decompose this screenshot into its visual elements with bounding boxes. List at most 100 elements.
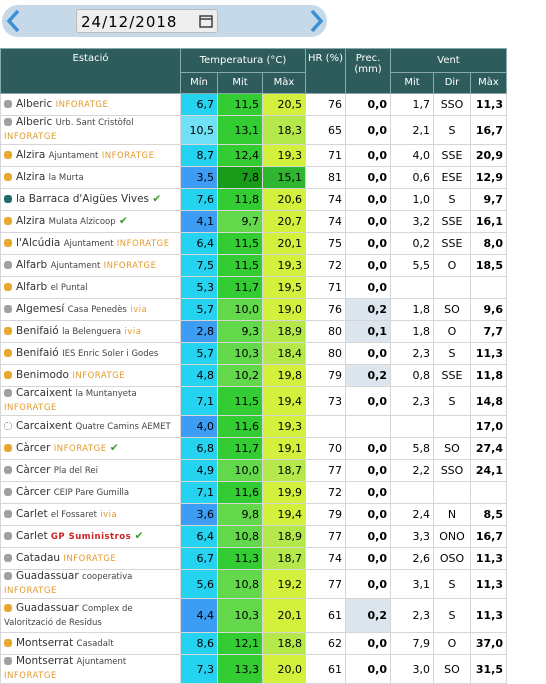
next-button[interactable] bbox=[306, 8, 326, 34]
value-cell: 4,0 bbox=[180, 415, 218, 438]
station-name: Carcaixent bbox=[16, 387, 73, 400]
station-place: Quatre Camins AEMET bbox=[75, 421, 171, 432]
value-cell: 0,0 bbox=[345, 459, 391, 482]
value-cell: 18,5 bbox=[470, 254, 507, 277]
value-cell: 77 bbox=[305, 569, 346, 599]
value-cell: 73 bbox=[305, 386, 346, 416]
value-cell: 6,8 bbox=[180, 437, 218, 460]
station-name: Carlet bbox=[16, 529, 48, 542]
value-cell: 19,3 bbox=[262, 144, 306, 167]
value-cell: S bbox=[433, 188, 471, 211]
status-dot bbox=[4, 238, 12, 247]
status-dot bbox=[4, 509, 12, 518]
value-cell: 19,4 bbox=[262, 503, 306, 526]
value-cell: S bbox=[433, 115, 471, 145]
value-cell: 77 bbox=[305, 459, 346, 482]
status-dot bbox=[4, 531, 12, 540]
value-cell: 19,5 bbox=[262, 276, 306, 299]
value-cell: 0,0 bbox=[345, 654, 391, 684]
station-source: INFORATGE bbox=[103, 260, 157, 271]
station-place: Pla del Rei bbox=[53, 465, 98, 476]
value-cell: 19,8 bbox=[262, 364, 306, 387]
value-cell: 4,1 bbox=[180, 210, 218, 233]
station-place: el Puntal bbox=[50, 282, 88, 293]
value-cell bbox=[470, 276, 507, 299]
value-cell: 9,7 bbox=[217, 210, 263, 233]
value-cell: 3,0 bbox=[390, 654, 434, 684]
value-cell: 0,0 bbox=[345, 254, 391, 277]
value-cell: 18,7 bbox=[262, 547, 306, 570]
station-name: Montserrat bbox=[16, 636, 74, 649]
value-cell: 11,7 bbox=[217, 437, 263, 460]
value-cell: 7,1 bbox=[180, 386, 218, 416]
station-place: el Fossaret bbox=[50, 509, 97, 520]
value-cell: 8,5 bbox=[470, 503, 507, 526]
value-cell: 5,7 bbox=[180, 298, 218, 321]
station-cell: Guadassuar Complex de Valorització de Re… bbox=[0, 598, 181, 633]
value-cell: 2,3 bbox=[390, 598, 434, 633]
station-source: GP Suministros bbox=[50, 531, 132, 542]
value-cell: SO bbox=[433, 437, 471, 460]
value-cell: 18,4 bbox=[262, 342, 306, 365]
header-cell: Mit bbox=[390, 71, 434, 95]
value-cell: 65 bbox=[305, 115, 346, 145]
value-cell: S bbox=[433, 598, 471, 633]
header-cell: Vent bbox=[390, 48, 507, 73]
station-name: Catadau bbox=[16, 551, 61, 564]
page: 24/12/2018 Estació Temperatura (°C) HR (%)… bbox=[0, 5, 507, 684]
station-row: Alzira Ajuntament INFORATGE 8,7 12,4 19,3 71… bbox=[0, 144, 507, 167]
value-cell: 79 bbox=[305, 364, 346, 387]
value-cell: 0,2 bbox=[345, 364, 391, 387]
value-cell: 5,7 bbox=[180, 342, 218, 365]
station-place: CEIP Pare Gumilla bbox=[53, 487, 130, 498]
value-cell: 10,0 bbox=[217, 459, 263, 482]
station-name: Guadassuar bbox=[16, 570, 79, 583]
station-place: la Murta bbox=[48, 172, 84, 183]
header-cell: Mín bbox=[180, 71, 218, 95]
value-cell: 18,3 bbox=[262, 115, 306, 145]
value-cell: O bbox=[433, 632, 471, 655]
value-cell: 0,6 bbox=[390, 166, 434, 189]
value-cell: 5,6 bbox=[180, 569, 218, 599]
station-row: l'Alcúdia Ajuntament INFORATGE 6,4 11,5 20,… bbox=[0, 232, 507, 255]
value-cell: 11,7 bbox=[217, 276, 263, 299]
value-cell: 0,0 bbox=[345, 93, 391, 116]
value-cell: 9,6 bbox=[470, 298, 507, 321]
station-cell: Càrcer CEIP Pare Gumilla bbox=[0, 481, 181, 504]
calendar-icon[interactable] bbox=[199, 14, 213, 28]
station-name: la Barraca d'Aigües Vives bbox=[16, 193, 150, 205]
station-source: INFORATGE bbox=[4, 671, 57, 681]
station-cell: Alzira Mulata Alzicoop ✔ bbox=[0, 210, 181, 233]
station-name: Carcaixent bbox=[16, 419, 73, 432]
value-cell: SSE bbox=[433, 364, 471, 387]
value-cell bbox=[433, 415, 471, 438]
value-cell: SSE bbox=[433, 232, 471, 255]
status-dot bbox=[4, 195, 12, 203]
value-cell: 80 bbox=[305, 320, 346, 343]
value-cell: 0,1 bbox=[345, 320, 391, 343]
station-source: ivia bbox=[100, 509, 118, 520]
station-name: Càrcer bbox=[16, 485, 51, 498]
value-cell: 3,1 bbox=[390, 569, 434, 599]
date-input[interactable]: 24/12/2018 bbox=[76, 9, 218, 33]
value-cell: 11,5 bbox=[217, 254, 263, 277]
value-cell: 74 bbox=[305, 188, 346, 211]
prev-button[interactable] bbox=[4, 8, 24, 34]
station-row: Montserrat Casadalt 8,6 12,1 18,8 62 0,0 7,9 O 3… bbox=[0, 632, 507, 655]
station-place: Urb. Sant Cristòfol bbox=[55, 118, 134, 128]
value-cell: 79 bbox=[305, 503, 346, 526]
value-cell: 19,0 bbox=[262, 298, 306, 321]
value-cell: 7,6 bbox=[180, 188, 218, 211]
station-source: INFORATGE bbox=[72, 370, 126, 381]
status-dot bbox=[4, 348, 12, 357]
value-cell: 6,4 bbox=[180, 525, 218, 548]
value-cell: 80 bbox=[305, 342, 346, 365]
date-text: 24/12/2018 bbox=[81, 13, 178, 31]
header-row: Estació Temperatura (°C) HR (%) Prec. (mm) V… bbox=[0, 48, 507, 94]
value-cell: 19,9 bbox=[262, 481, 306, 504]
value-cell: 13,1 bbox=[217, 115, 263, 145]
status-dot bbox=[4, 572, 12, 580]
value-cell: 0,8 bbox=[390, 364, 434, 387]
value-cell: 16,1 bbox=[470, 210, 507, 233]
value-cell: 0,0 bbox=[345, 210, 391, 233]
